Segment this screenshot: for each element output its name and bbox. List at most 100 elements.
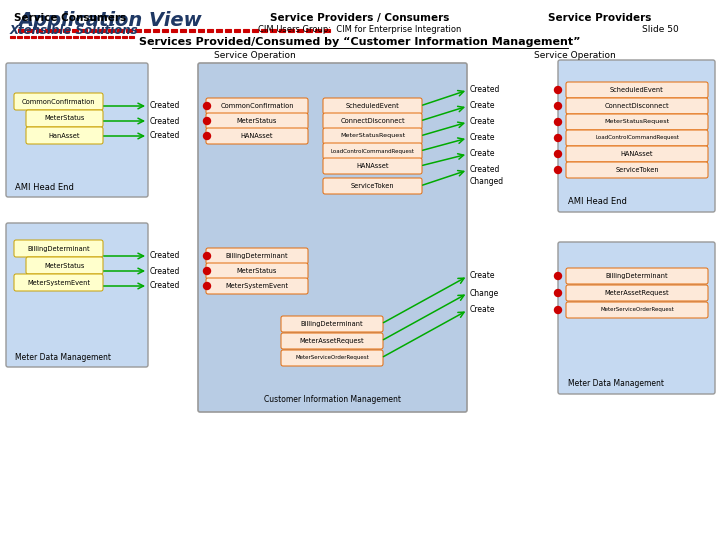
Circle shape: [554, 273, 562, 280]
Bar: [10, 36, 15, 38]
Text: ConnectDisconnect: ConnectDisconnect: [605, 103, 670, 109]
FancyBboxPatch shape: [206, 113, 308, 129]
FancyBboxPatch shape: [26, 110, 103, 127]
Bar: [324, 29, 330, 32]
Bar: [45, 36, 50, 38]
Text: MeterServiceOrderRequest: MeterServiceOrderRequest: [295, 355, 369, 361]
Bar: [117, 29, 123, 32]
Bar: [252, 29, 258, 32]
Text: Changed: Changed: [470, 178, 504, 186]
Bar: [153, 29, 159, 32]
FancyBboxPatch shape: [14, 240, 103, 257]
Text: Change: Change: [470, 288, 499, 298]
Text: ConnectDisconnect: ConnectDisconnect: [340, 118, 405, 124]
Text: Created: Created: [150, 281, 181, 291]
Text: MeterStatus: MeterStatus: [45, 116, 85, 122]
Text: MeterAssetRequest: MeterAssetRequest: [605, 290, 670, 296]
Bar: [122, 36, 127, 38]
Bar: [52, 36, 57, 38]
Text: ServiceToken: ServiceToken: [615, 167, 659, 173]
FancyBboxPatch shape: [323, 158, 422, 174]
FancyBboxPatch shape: [566, 82, 708, 98]
Bar: [243, 29, 249, 32]
Text: MeterStatus: MeterStatus: [45, 262, 85, 268]
Circle shape: [554, 86, 562, 93]
FancyBboxPatch shape: [6, 63, 148, 197]
Bar: [38, 36, 43, 38]
Text: HANAsset: HANAsset: [240, 133, 274, 139]
Circle shape: [554, 151, 562, 158]
Circle shape: [204, 282, 210, 289]
Text: ScheduledEvent: ScheduledEvent: [610, 87, 664, 93]
Text: Created: Created: [150, 102, 181, 111]
FancyBboxPatch shape: [566, 302, 708, 318]
Bar: [135, 29, 141, 32]
FancyBboxPatch shape: [566, 268, 708, 284]
FancyBboxPatch shape: [281, 316, 383, 332]
FancyBboxPatch shape: [14, 274, 103, 291]
Bar: [115, 36, 120, 38]
Text: MeterStatus: MeterStatus: [237, 118, 277, 124]
Bar: [216, 29, 222, 32]
Bar: [180, 29, 186, 32]
Bar: [66, 36, 71, 38]
Bar: [81, 29, 87, 32]
Circle shape: [554, 289, 562, 296]
Text: MeterSystemEvent: MeterSystemEvent: [225, 283, 289, 289]
Text: Created: Created: [470, 165, 500, 174]
Bar: [129, 36, 134, 38]
Bar: [18, 29, 24, 32]
Text: Xtensible Solutions: Xtensible Solutions: [10, 24, 139, 37]
Bar: [45, 29, 51, 32]
Circle shape: [204, 267, 210, 274]
Text: MeterSystemEvent: MeterSystemEvent: [27, 280, 90, 286]
Text: CIM Users Group:  CIM for Enterprise Integration: CIM Users Group: CIM for Enterprise Inte…: [258, 25, 462, 35]
Text: MeterAssetRequest: MeterAssetRequest: [300, 338, 364, 344]
Bar: [144, 29, 150, 32]
Text: MeterStatus: MeterStatus: [237, 268, 277, 274]
Text: Meter Data Management: Meter Data Management: [15, 353, 111, 361]
FancyBboxPatch shape: [14, 93, 103, 110]
Bar: [36, 29, 42, 32]
FancyBboxPatch shape: [26, 257, 103, 274]
Text: Services Provided/Consumed by “Customer Information Management”: Services Provided/Consumed by “Customer …: [139, 37, 581, 47]
FancyBboxPatch shape: [6, 223, 148, 367]
Text: HANAsset: HANAsset: [356, 163, 389, 169]
Bar: [24, 36, 29, 38]
Bar: [261, 29, 267, 32]
FancyBboxPatch shape: [566, 114, 708, 130]
FancyBboxPatch shape: [281, 333, 383, 349]
Text: BillingDeterminant: BillingDeterminant: [301, 321, 364, 327]
Bar: [73, 36, 78, 38]
FancyBboxPatch shape: [323, 113, 422, 129]
Text: MeterStatusRequest: MeterStatusRequest: [340, 133, 405, 138]
Bar: [234, 29, 240, 32]
Bar: [72, 29, 78, 32]
Bar: [288, 29, 294, 32]
Text: Create: Create: [470, 150, 495, 159]
Bar: [306, 29, 312, 32]
FancyBboxPatch shape: [206, 278, 308, 294]
Text: ServiceToken: ServiceToken: [351, 183, 395, 189]
Text: Create: Create: [470, 102, 495, 111]
FancyBboxPatch shape: [323, 178, 422, 194]
Text: AMI Head End: AMI Head End: [15, 184, 74, 192]
Bar: [126, 29, 132, 32]
FancyBboxPatch shape: [206, 98, 308, 114]
Bar: [94, 36, 99, 38]
Text: Meter Data Management: Meter Data Management: [568, 380, 664, 388]
Text: Created: Created: [150, 117, 181, 125]
Text: BillingDeterminant: BillingDeterminant: [606, 273, 668, 279]
Circle shape: [554, 307, 562, 314]
Text: CommonConfirmation: CommonConfirmation: [22, 98, 95, 105]
Circle shape: [554, 103, 562, 110]
Circle shape: [554, 118, 562, 125]
Text: HANAsset: HANAsset: [621, 151, 653, 157]
Bar: [59, 36, 64, 38]
Text: Service Operation: Service Operation: [534, 51, 616, 60]
Text: Created: Created: [150, 132, 181, 140]
Bar: [99, 29, 105, 32]
Bar: [108, 36, 113, 38]
Text: HanAsset: HanAsset: [49, 132, 80, 138]
FancyBboxPatch shape: [566, 130, 708, 146]
